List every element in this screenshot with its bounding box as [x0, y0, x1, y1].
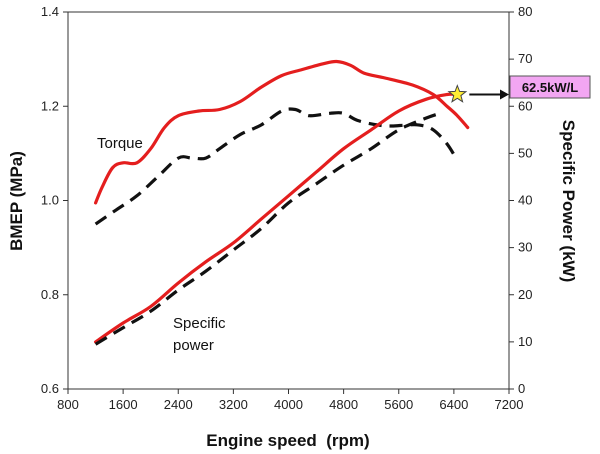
torque-dashed-line — [94, 107, 459, 226]
x-tick-label: 4000 — [274, 397, 303, 412]
y-left-axis-ticks: 0.6 0.8 1.0 1.2 1.4 — [41, 4, 68, 396]
specific-power-dashed-line — [94, 111, 441, 346]
y-right-axis-title: Specific Power (kW) — [559, 120, 578, 282]
x-tick-label: 2400 — [164, 397, 193, 412]
y-left-tick-label: 1.4 — [41, 4, 59, 19]
y-right-tick-label: 30 — [518, 240, 532, 255]
x-tick-label: 4800 — [329, 397, 358, 412]
y-left-axis-title: BMEP (MPa) — [7, 151, 26, 251]
x-tick-label: 5600 — [384, 397, 413, 412]
callout-arrowhead — [500, 89, 509, 100]
x-tick-label: 3200 — [219, 397, 248, 412]
y-right-tick-label: 50 — [518, 145, 532, 160]
x-tick-label: 1600 — [109, 397, 138, 412]
plot-frame — [67, 11, 510, 390]
max-power-badge-text: 62.5kW/L — [522, 80, 578, 95]
x-tick-label: 800 — [57, 397, 79, 412]
y-right-axis-ticks: 0 10 20 30 40 50 60 70 80 — [509, 4, 532, 396]
specific-power-label-line2: power — [173, 337, 214, 354]
y-left-tick-label: 0.8 — [41, 287, 59, 302]
x-axis-ticks: 800 1600 2400 3200 4000 4800 5600 6400 7200 — [57, 389, 523, 412]
y-right-tick-label: 40 — [518, 193, 532, 208]
x-axis-title: Engine speed (rpm) — [206, 431, 369, 450]
series-layer — [94, 59, 470, 346]
max-power-callout: 62.5kW/L — [447, 75, 591, 103]
y-right-tick-label: 10 — [518, 334, 532, 349]
x-tick-label: 6400 — [439, 397, 468, 412]
y-right-tick-label: 80 — [518, 4, 532, 19]
y-left-tick-label: 1.0 — [41, 193, 59, 208]
y-right-tick-label: 20 — [518, 287, 532, 302]
max-power-badge — [509, 75, 591, 99]
max-power-star-icon — [447, 84, 468, 103]
y-right-tick-label: 70 — [518, 51, 532, 66]
y-right-tick-label: 0 — [518, 381, 525, 396]
torque-label: Torque — [97, 135, 143, 152]
specific-power-line — [94, 92, 459, 344]
torque-line — [94, 59, 470, 205]
y-right-tick-label: 60 — [518, 98, 532, 113]
x-tick-label: 7200 — [495, 397, 524, 412]
specific-power-label-line1: Specific — [173, 315, 226, 332]
y-left-tick-label: 0.6 — [41, 381, 59, 396]
y-left-tick-label: 1.2 — [41, 98, 59, 113]
